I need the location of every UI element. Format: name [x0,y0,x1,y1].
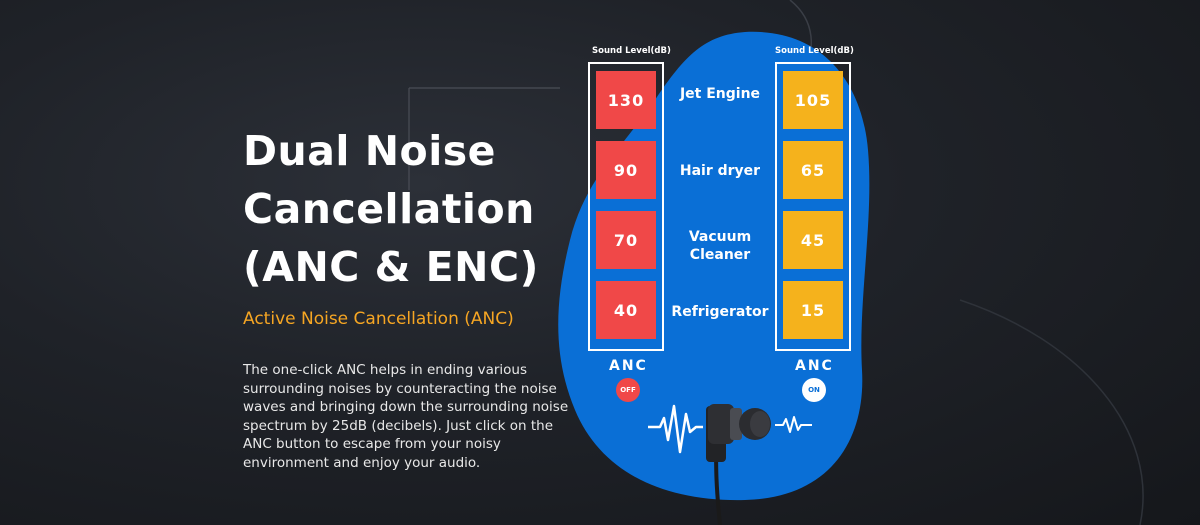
anc-off-label: ANC [609,358,648,374]
on-level-jet-engine: 105 [783,71,843,129]
device-label-jet-engine: Jet Engine [679,86,761,102]
off-level-jet-engine: 130 [596,71,656,129]
on-level-hair-dryer: 65 [783,141,843,199]
page-title: Dual Noise Cancellation (ANC & ENC) [243,127,539,291]
off-level-hair-dryer: 90 [596,141,656,199]
description-text: The one-click ANC helps in ending variou… [243,362,569,471]
anc-on-label: ANC [795,358,834,374]
off-column-frame [588,62,664,351]
device-label-hair-dryer: Hair dryer [679,163,761,179]
on-column-label: Sound Level(dB) [775,46,854,56]
sound-wave-icon [648,404,812,454]
on-level-vacuum-cleaner: 45 [783,211,843,269]
anc-off-badge: OFF [616,378,640,402]
on-column-frame [775,62,851,351]
off-level-vacuum-cleaner: 70 [596,211,656,269]
page-subtitle: Active Noise Cancellation (ANC) [243,309,514,329]
on-level-refrigerator: 15 [783,281,843,339]
off-level-refrigerator: 40 [596,281,656,339]
device-label-refrigerator: Refrigerator [671,304,769,320]
anc-on-badge: ON [802,378,826,402]
off-column-label: Sound Level(dB) [592,46,671,56]
device-label-vacuum-cleaner: Vacuum Cleaner [688,229,752,263]
earphone-icon [706,404,771,525]
